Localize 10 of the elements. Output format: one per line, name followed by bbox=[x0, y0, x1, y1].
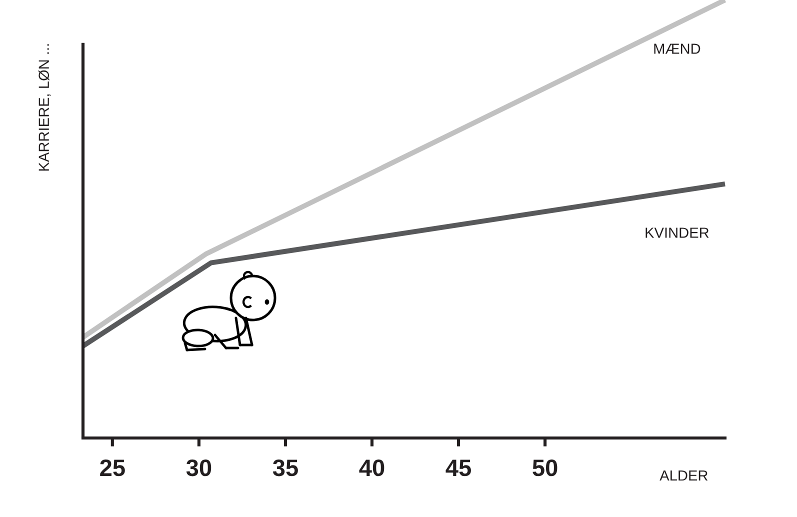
text: KVINDER bbox=[646, 228, 709, 238]
x-axis-title: ALDER bbox=[660, 470, 708, 481]
x-tick-label: 30 bbox=[186, 459, 212, 476]
y-axis-title: KARRIERE, LØN ... bbox=[38, 44, 51, 171]
x-tick-label: 50 bbox=[532, 459, 558, 476]
series-label: MÆND bbox=[654, 44, 700, 54]
x-tick-label: 25 bbox=[100, 459, 125, 476]
x-tick-label: 35 bbox=[272, 459, 298, 476]
x-tick-label: 45 bbox=[446, 460, 471, 476]
x-tick-label: 40 bbox=[359, 459, 384, 476]
